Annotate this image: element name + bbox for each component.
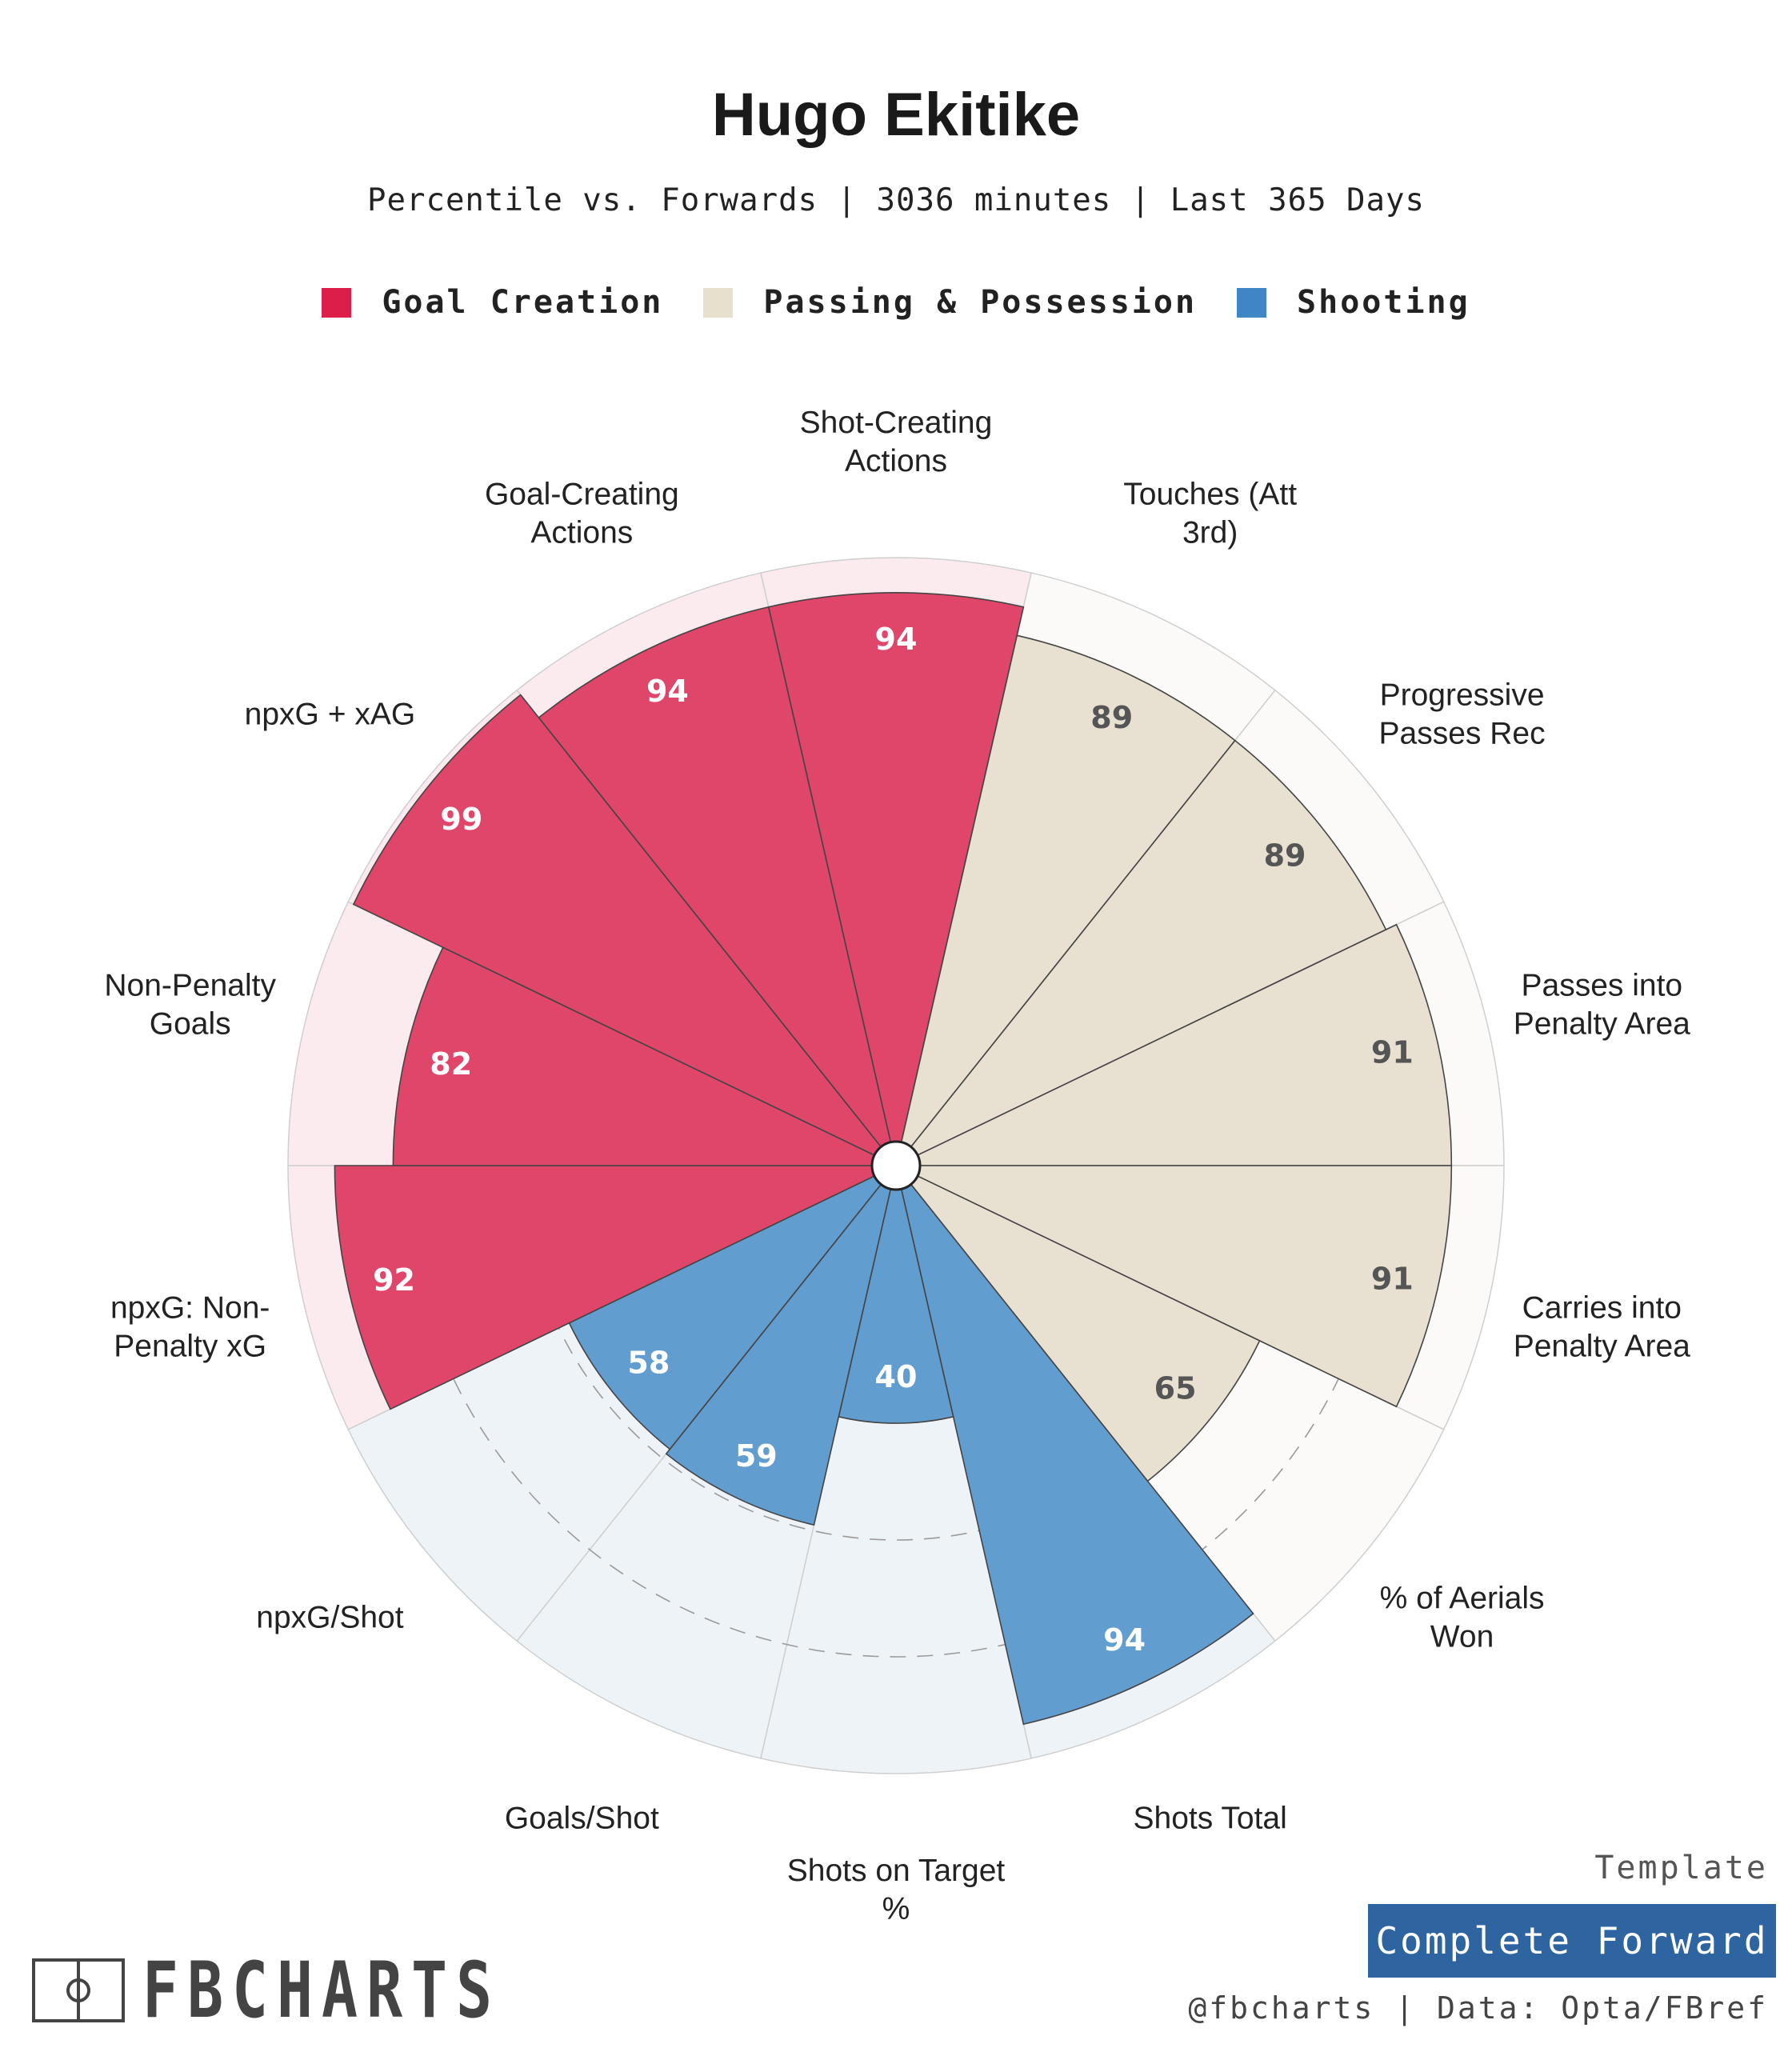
value-label: 94 (646, 674, 689, 709)
value-label: 59 (735, 1438, 778, 1474)
legend-label: Goal Creation (382, 284, 664, 321)
center-hole (870, 1140, 922, 1191)
parameter-label: npxG: Non-Penalty xG (110, 1290, 270, 1363)
value-label: 40 (875, 1359, 918, 1394)
value-label: 94 (875, 622, 918, 657)
template-label: Template (1594, 1850, 1768, 1886)
parameter-label: npxG + xAG (245, 698, 416, 732)
chart-subtitle: Percentile vs. Forwards | 3036 minutes |… (367, 182, 1425, 218)
parameter-label: npxG/Shot (256, 1600, 403, 1634)
brand-logo: FBCHARTS (32, 1946, 602, 2035)
parameter-label: Shot-Creating Actions (800, 406, 993, 478)
legend-item-goal-creation: Goal Creation (322, 284, 663, 321)
value-slice (568, 1165, 897, 1450)
value-slice (895, 739, 1387, 1166)
value-slice (767, 592, 1025, 1166)
template-name-badge: Complete Forward (1368, 1904, 1776, 1978)
value-slice (665, 1165, 897, 1526)
parameter-label: Shots on Target% (787, 1854, 1006, 1926)
value-label: 99 (440, 802, 482, 837)
value-label: 92 (373, 1262, 415, 1298)
legend-label: Shooting (1297, 284, 1470, 321)
value-label: 82 (430, 1046, 472, 1082)
parameter-label: Goals/Shot (505, 1801, 659, 1835)
value-slice (895, 1165, 1261, 1482)
parameter-label: Goal-Creating Actions (485, 478, 679, 550)
parameter-label: Progressive Passes Rec (1379, 678, 1546, 751)
parameter-label: Touches (Att 3rd) (1123, 478, 1297, 550)
brand-name: FBCHARTS (142, 1946, 502, 2035)
value-label: 94 (1103, 1622, 1146, 1658)
value-label: 58 (627, 1346, 670, 1381)
parameter-label: % of Aerials Won (1380, 1581, 1545, 1654)
value-label: 89 (1264, 838, 1306, 873)
value-label: 91 (1371, 1262, 1414, 1297)
parameter-label: Carries into Penalty Area (1514, 1290, 1690, 1363)
legend-swatch-goal-creation (322, 287, 352, 318)
value-slice (334, 1165, 897, 1410)
value-label: 65 (1154, 1370, 1197, 1406)
value-label: 89 (1090, 700, 1133, 735)
data-credit: @fbcharts | Data: Opta/FBref (1188, 1990, 1768, 2026)
legend-label: Passing & Possession (763, 284, 1198, 321)
pitch-icon (32, 1958, 125, 2022)
value-slice (538, 606, 897, 1166)
slice-background (759, 1165, 1033, 1774)
value-slice (895, 923, 1453, 1166)
value-slice (838, 1165, 954, 1424)
parameter-label: Passes into Penalty Area (1514, 969, 1690, 1042)
legend-swatch-passing-possession (703, 287, 734, 318)
value-slice (895, 634, 1236, 1166)
value-slice (895, 1165, 1254, 1726)
legend-item-passing-possession: Passing & Possession (703, 284, 1197, 321)
value-label: 91 (1371, 1034, 1414, 1070)
value-slice (895, 1165, 1453, 1408)
value-slice (392, 946, 897, 1166)
value-slice (352, 694, 897, 1166)
legend-swatch-shooting (1237, 287, 1267, 318)
parameter-label: Non-Penalty Goals (104, 969, 276, 1042)
legend-item-shooting: Shooting (1237, 284, 1470, 321)
legend: Goal Creation Passing & Possession Shoot… (0, 284, 1792, 321)
parameter-label: Shots Total (1134, 1801, 1287, 1835)
chart-title: Hugo Ekitike (711, 81, 1081, 149)
